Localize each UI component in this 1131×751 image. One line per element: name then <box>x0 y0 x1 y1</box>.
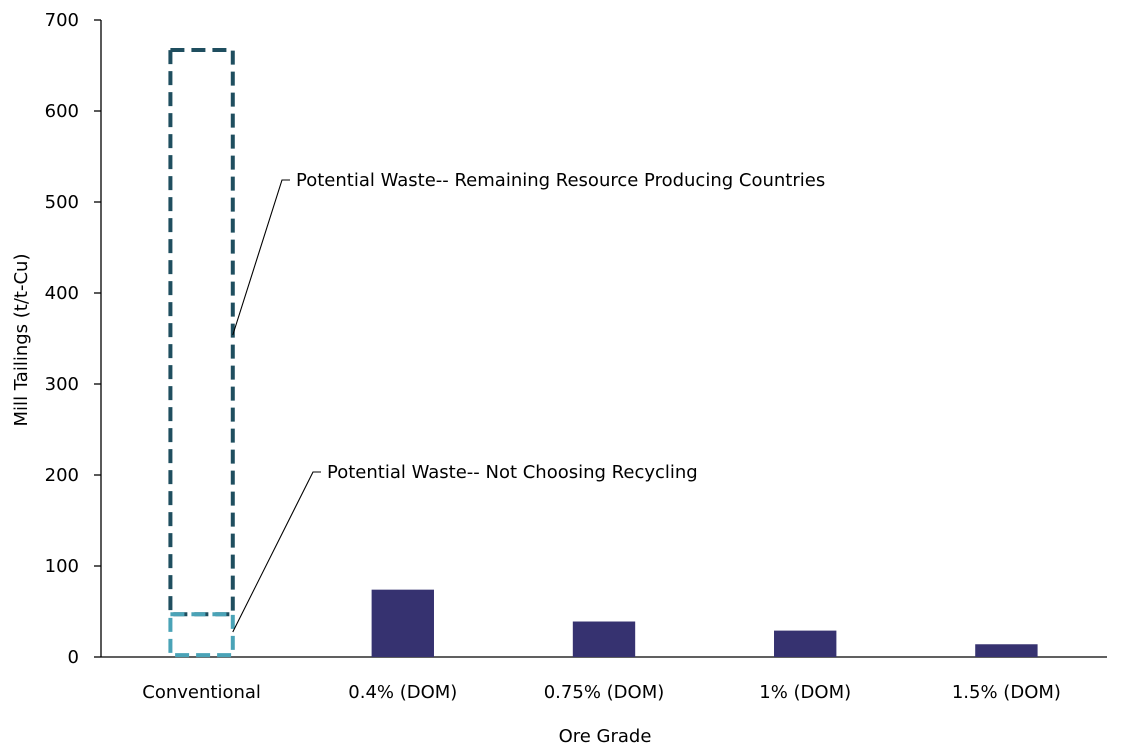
y-tick-label-0: 0 <box>68 647 79 668</box>
x-tick-label: 1.5% (DOM) <box>952 682 1061 703</box>
bar-mark <box>572 621 636 657</box>
x-axis-title: Ore Grade <box>559 726 652 747</box>
annotations: Potential Waste-- Remaining Resource Pro… <box>232 170 825 633</box>
bar-mark <box>975 644 1038 657</box>
x-tick-label: 0.4% (DOM) <box>348 682 457 703</box>
y-tick-label-500: 500 <box>45 192 79 213</box>
bar-mark <box>774 630 837 657</box>
x-axis-tick-labels: Conventional 0.4% (DOM) 0.75% (DOM) 1% (DOM… <box>142 682 1061 703</box>
annotation-leader-line <box>232 179 290 336</box>
y-axis-title: Mill Tailings (t/t-Cu) <box>11 254 32 427</box>
annotation-label: Potential Waste-- Remaining Resource Pro… <box>296 170 825 191</box>
x-tick-label: 1% (DOM) <box>759 682 851 703</box>
bar-series <box>371 589 1038 657</box>
y-axis-tick-labels: 0 100 200 300 400 500 600 700 <box>45 10 79 668</box>
x-tick-label: Conventional <box>142 682 261 703</box>
y-tick-label-300: 300 <box>45 374 79 395</box>
potential-waste-box <box>168 48 235 617</box>
y-tick-label-200: 200 <box>45 465 79 486</box>
y-tick-label-400: 400 <box>45 283 79 304</box>
annotation-leader-line <box>232 471 321 633</box>
y-tick-label-700: 700 <box>45 10 79 31</box>
potential-waste-box <box>168 612 235 658</box>
y-tick-label-600: 600 <box>45 101 79 122</box>
annotation-label: Potential Waste-- Not Choosing Recycling <box>327 462 698 483</box>
potential-waste-boxes <box>168 48 235 658</box>
bar-mark <box>371 589 434 657</box>
y-tick-label-100: 100 <box>45 556 79 577</box>
x-tick-label: 0.75% (DOM) <box>544 682 665 703</box>
y-axis-ticks <box>94 19 101 658</box>
